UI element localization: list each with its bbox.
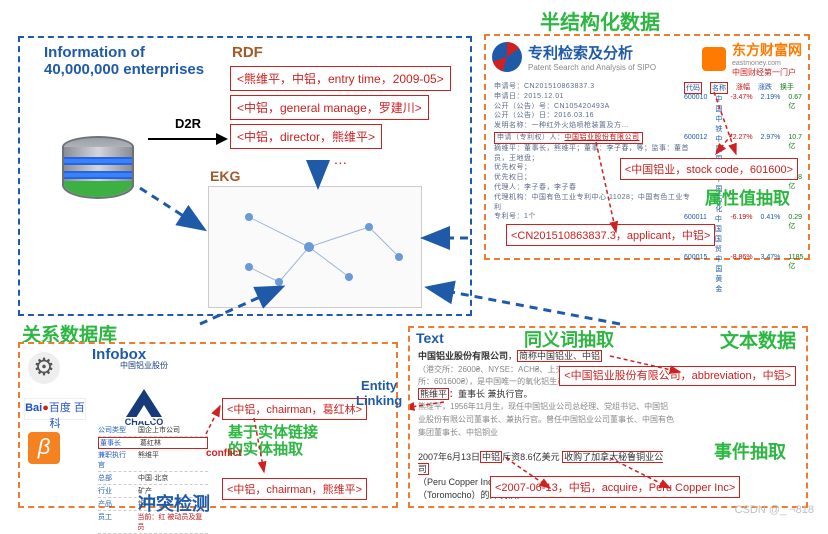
text-callouts [410, 328, 810, 510]
panel-patent: 专利检索及分析 Patent Search and Analysis of SI… [484, 34, 810, 260]
label-entity-linking: Entity Linking [356, 378, 402, 408]
infobox-callouts [20, 344, 400, 510]
label-semi-structured: 半结构化数据 [540, 6, 660, 35]
label-conflict: 冲突检测 [138, 490, 210, 516]
panel-text: Text 同义词抽取 文本数据 中国铝业股份有限公司，简称中国铝业、中铝 （港交… [408, 326, 808, 508]
panel-infobox: ⚙ Bai●百度 百科 β Infobox 中国铝业股份 CHALCO 公司类型… [18, 342, 398, 508]
patent-callouts [486, 36, 812, 262]
watermark: CSDN @_ ¬818 [735, 504, 814, 516]
